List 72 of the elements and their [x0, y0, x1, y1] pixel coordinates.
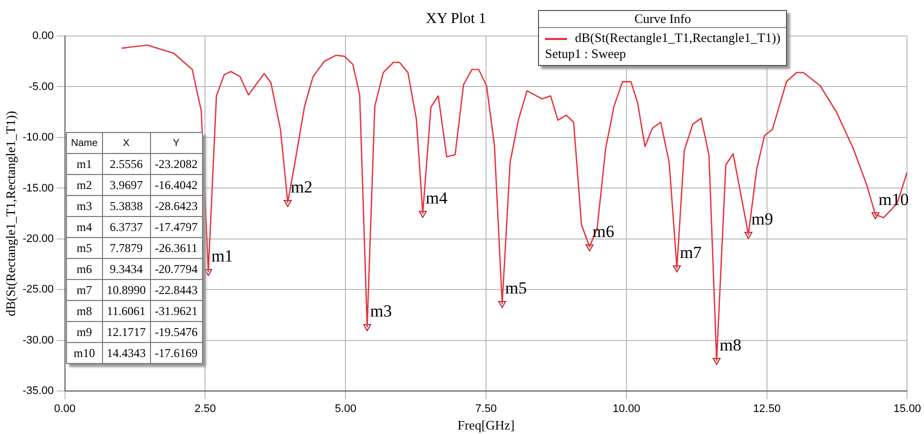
chart-title: XY Plot 1 — [426, 10, 486, 27]
annotation: -17.6169 — [150, 342, 202, 364]
annotation: 10.8990 — [102, 280, 150, 300]
y-tick-label: -5.00 — [28, 80, 54, 93]
y-tick-label: -30.00 — [22, 334, 54, 346]
annotation: -23.2082 — [150, 154, 202, 174]
point — [363, 324, 372, 332]
annotation: m3 — [66, 196, 102, 216]
point — [712, 358, 721, 365]
annotation: m5 — [66, 238, 102, 258]
annotation: 3.9697 — [102, 174, 150, 196]
y-tick-label: -35.00 — [22, 385, 54, 398]
annotation: -26.3611 — [150, 238, 202, 258]
legend-label: dB(St(Rectangle1_T1,Rectangle1_T1)) — [574, 30, 780, 46]
point — [586, 244, 594, 252]
y-tick-label: -25.00 — [22, 284, 54, 296]
legend-title: Curve Info — [539, 11, 786, 28]
annotation: X — [102, 132, 150, 154]
annotation: -19.5476 — [150, 322, 202, 342]
y-axis-title: dB(St(Rectangle1_T1,Rectangle1_T1)) — [3, 110, 18, 316]
x-tick-label: 5.00 — [334, 402, 356, 415]
annotation: 5.3838 — [102, 196, 150, 216]
point — [672, 265, 681, 272]
data-label: m8 — [720, 335, 742, 354]
annotation: m9 — [66, 322, 102, 342]
point — [204, 269, 212, 276]
point — [744, 232, 752, 239]
annotation: -17.4797 — [150, 216, 202, 238]
annotation: m2 — [66, 174, 102, 196]
data-label: m7 — [680, 242, 702, 262]
annotation: m7 — [66, 280, 102, 300]
annotation: m4 — [66, 216, 102, 238]
point — [498, 301, 506, 308]
annotation: -16.4042 — [150, 174, 202, 196]
annotation: -28.6423 — [150, 196, 202, 216]
x-tick-label: 12.50 — [753, 402, 781, 415]
annotation: 14.4343 — [102, 342, 150, 364]
x-tick-label: 7.50 — [475, 402, 497, 415]
x-tick-label: 15.00 — [893, 402, 921, 415]
annotation: m6 — [66, 258, 102, 280]
annotation: Y — [150, 132, 202, 154]
x-tick-label: 0.00 — [54, 402, 76, 415]
data-label: m5 — [505, 278, 527, 298]
annotation: m8 — [66, 300, 102, 322]
annotation: 6.3737 — [102, 216, 150, 238]
x-axis-title: Freq[GHz] — [457, 418, 515, 433]
annotation: 11.6061 — [102, 300, 150, 322]
data-label: m2 — [290, 177, 312, 196]
data-label: m4 — [426, 188, 448, 208]
point — [418, 210, 427, 218]
y-tick-label: -10.00 — [22, 132, 54, 144]
annotation: Name — [66, 132, 102, 154]
annotation: -20.7794 — [150, 258, 202, 280]
point — [872, 212, 880, 220]
annotation: m10 — [66, 342, 102, 364]
point — [284, 200, 292, 207]
y-tick-label: -15.00 — [22, 182, 54, 194]
annotation: 7.7879 — [102, 238, 150, 258]
data-label: m3 — [370, 302, 392, 321]
x-tick-label: 10.00 — [612, 402, 640, 415]
data-label: m9 — [751, 209, 774, 228]
annotation: 9.3434 — [102, 258, 150, 280]
annotation: 2.5556 — [102, 154, 150, 174]
annotation: -22.8443 — [150, 280, 202, 300]
y-tick-label: -20.00 — [22, 233, 54, 246]
annotation: m1 — [66, 154, 102, 174]
annotation: 12.1717 — [102, 322, 150, 342]
data-label: m1 — [211, 246, 234, 266]
x-tick-label: 2.50 — [194, 402, 216, 415]
annotation: Setup1 : Sweep — [545, 46, 627, 62]
annotation: -31.9621 — [150, 300, 202, 322]
y-tick-label: 0.00 — [32, 30, 54, 42]
